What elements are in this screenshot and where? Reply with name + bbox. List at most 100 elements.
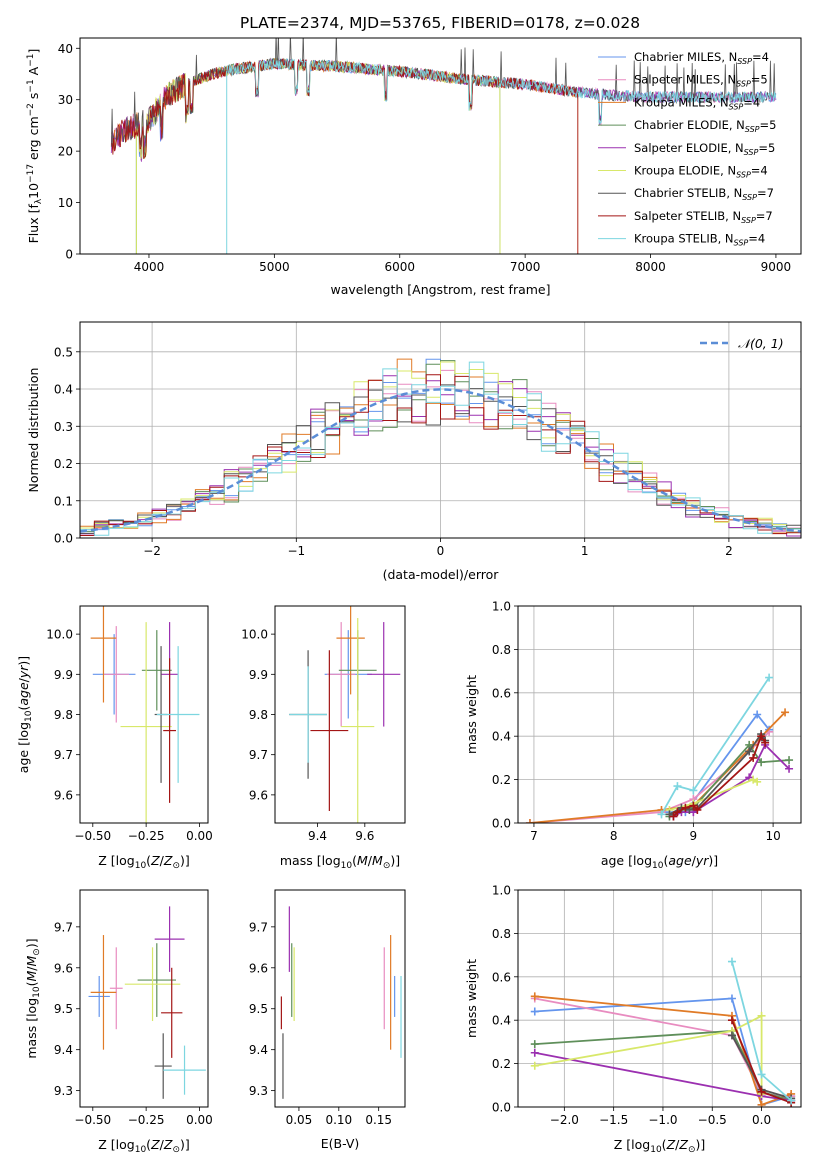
y-tick-label: 0.1 [54,494,73,508]
axes-frame [274,889,406,1108]
weight-marker [757,1087,766,1096]
legend-label: Chabrier ELODIE, NSSP=5 [634,118,776,134]
weight-marker [530,1061,539,1070]
y-tick-label: 0.6 [492,970,511,984]
weight-line [660,677,770,815]
x-tick-label: −0.50 [74,1113,111,1127]
x-tick-label: 0 [437,544,445,558]
weight-marker [787,1096,796,1105]
weight-marker [757,1100,766,1107]
weight-marker [753,710,762,719]
y-tick-label: 0 [65,248,73,262]
mass-vs-Z-panel: −0.50 −0.25 0.00 9.3 9.4 9.5 9.6 9.7 Z [log10(Z/… [24,889,213,1155]
y-tick-label: 0.0 [492,1101,511,1115]
x-tick-label: −1.0 [648,1113,677,1127]
spectrum-line [136,57,501,254]
weight-marker [530,1007,539,1016]
weight-marker [669,812,678,821]
x-tick-label: 9.4 [308,829,327,843]
weight-marker [761,738,770,747]
x-axis-label: wavelength [Angstrom, rest frame] [330,282,550,297]
x-tick-label: 8000 [635,260,666,274]
y-tick-label: 0.8 [492,643,511,657]
y-tick-label: 0.0 [492,817,511,831]
y-tick-label: 9.6 [249,788,268,802]
x-tick-label: 9000 [761,260,792,274]
legend-label: Chabrier MILES, NSSP=4 [634,50,769,66]
y-tick-label: 9.7 [249,920,268,934]
y-tick-label: 9.5 [249,1002,268,1016]
y-tick-label: 10.0 [46,628,73,642]
x-tick-label: −0.50 [74,829,111,843]
x-axis-label: E(B-V) [321,1136,360,1151]
y-tick-label: 9.4 [249,1043,268,1057]
errorbar-group [90,606,200,823]
weight-marker [745,747,754,756]
y-tick-label: 10 [58,196,73,210]
y-tick-label: 30 [58,93,73,107]
x-tick-label: 0.10 [325,1113,352,1127]
x-axis-label: Z [log10(Z/Z⊙)] [98,1137,190,1155]
weight-vs-age-panel: 7 8 9 10 0.0 0.2 0.4 0.6 0.8 1.0 age [log10(age/yr… [464,600,802,871]
spectrum-line [136,58,501,254]
x-tick-label: 0.05 [286,1113,313,1127]
y-tick-label: 10.0 [241,628,268,642]
y-tick-label: 0.2 [492,773,511,787]
y-tick-label: 9.7 [249,748,268,762]
y-tick-label: 0.3 [54,420,73,434]
x-tick-label: −2.0 [550,1113,579,1127]
weight-vs-Z-panel: −2.0 −1.5 −1.0 −0.5 0.0 0.0 0.2 0.4 0.6 0.8 1.0 Z [… [464,884,802,1155]
x-tick-label: 6000 [384,260,415,274]
y-tick-label: 1.0 [492,884,511,898]
figure-title: PLATE=2374, MJD=53765, FIBERID=0178, z=0… [240,14,640,32]
x-tick-label: 0.15 [365,1113,392,1127]
y-tick-label: 20 [58,145,73,159]
weight-marker [681,803,690,812]
legend-label: Kroupa STELIB, NSSP=4 [634,232,765,248]
y-tick-label: 0.8 [492,927,511,941]
x-tick-label: 9.6 [355,829,374,843]
legend-label: 𝒩(0, 1) [738,336,784,351]
weight-marker [757,758,766,767]
weight-marker [727,1031,736,1040]
x-tick-label: 0.0 [752,1113,771,1127]
x-tick-label: 10 [765,829,780,843]
weight-marker [673,782,682,791]
y-tick-label: 9.6 [249,961,268,975]
weight-marker [757,1070,766,1079]
y-tick-label: 9.3 [54,1084,73,1098]
weight-marker [657,810,666,819]
weight-marker [757,732,766,741]
x-tick-label: 7000 [510,260,541,274]
axes-frame [79,889,209,1108]
spectrum-series-group [110,38,777,254]
weight-marker [757,1011,766,1020]
weight-marker [753,777,762,786]
weight-marker [689,786,698,795]
y-tick-label: 0.4 [54,383,73,397]
errorbar-group [280,906,402,1099]
weight-marker [530,1048,539,1057]
x-axis-label: (data-model)/error [383,567,500,582]
y-tick-label: 9.8 [54,708,73,722]
legend-label: Kroupa ELODIE, NSSP=4 [634,164,768,180]
spectrum-panel: 4000 5000 6000 7000 8000 9000 0 10 20 30 40 wavelen… [26,37,802,297]
x-axis-label: Z [log10(Z/Z⊙)] [614,1137,706,1155]
weight-series-group [530,957,796,1107]
mass-vs-EBV-panel: 0.05 0.10 0.15 9.3 9.4 9.5 9.6 9.7 E(B-V) [249,889,406,1151]
y-tick-label: 9.6 [54,788,73,802]
x-tick-label: 1 [581,544,589,558]
weight-marker [781,708,790,717]
weight-line [534,1014,763,1094]
axes-frame [517,889,802,1108]
y-tick-label: 0.4 [492,730,511,744]
errorbar-group [88,906,206,1099]
y-tick-label: 9.7 [54,748,73,762]
y-tick-label: 0.4 [492,1014,511,1028]
y-tick-label: 9.3 [249,1084,268,1098]
x-tick-label: −2 [143,544,161,558]
x-axis-label: age [log10(age/yr)] [601,853,718,871]
weight-marker [785,764,794,773]
x-tick-label: −1 [287,544,305,558]
axes-frame [79,37,802,255]
